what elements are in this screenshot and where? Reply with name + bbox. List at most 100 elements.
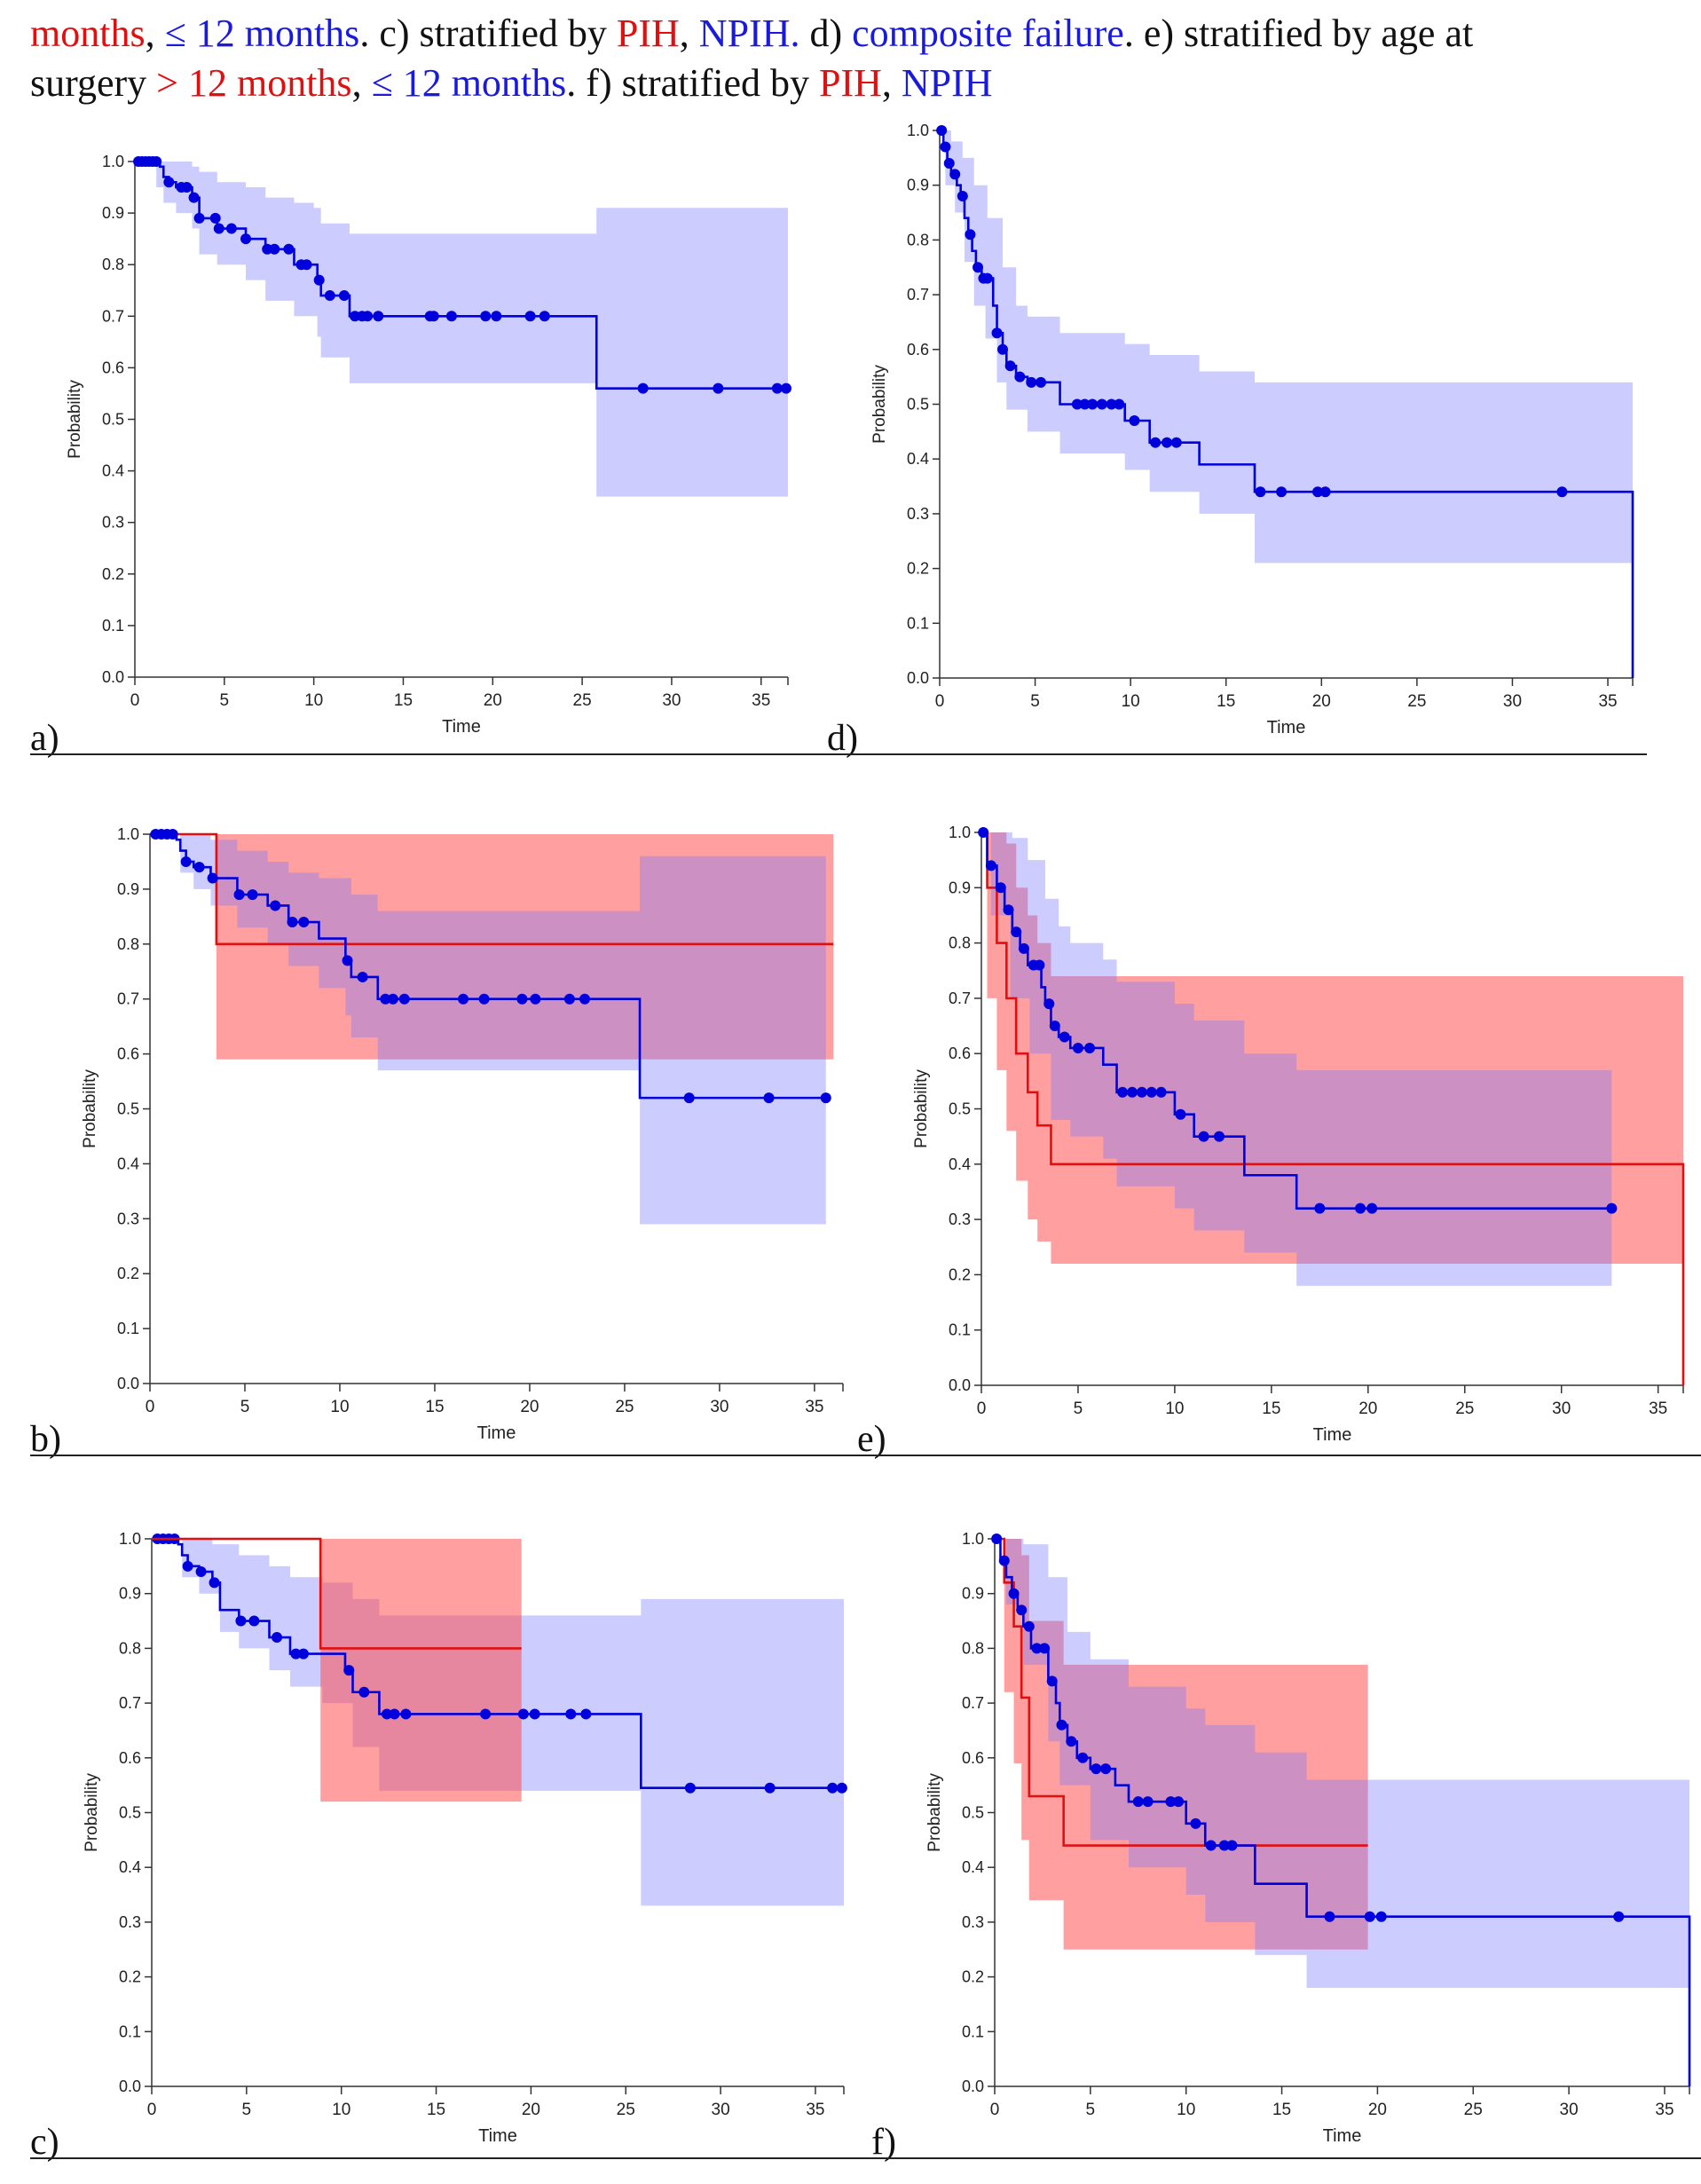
- blue-censor-mark: [313, 274, 325, 286]
- blue-censor-mark: [1556, 486, 1568, 498]
- x-tick-label: 35: [1649, 1399, 1667, 1418]
- blue-censor-mark: [995, 882, 1006, 894]
- red-confidence-band: [995, 1539, 1368, 1950]
- x-tick-label: 15: [427, 2101, 445, 2119]
- red-confidence-band: [981, 832, 1683, 1264]
- km-plot-f: 0.0 0.1 0.2 0.3 0.4 0.5 0.6 0.7 0.8 0.9 1.0 0 5 10 15 2…: [925, 1530, 1691, 2146]
- y-tick-label: 0.2: [117, 1265, 139, 1282]
- blue-censor-mark: [1126, 1086, 1138, 1098]
- figure-caption-line-1: months, ≤ 12 months. c) stratified by PI…: [30, 9, 1473, 59]
- blue-censor-mark: [247, 889, 258, 901]
- blue-censor-mark: [1049, 1021, 1060, 1032]
- x-tick-label: 10: [1177, 2101, 1195, 2119]
- blue-censor-mark: [998, 1555, 1010, 1566]
- y-tick-label: 0.4: [949, 1155, 971, 1173]
- blue-censor-mark: [373, 311, 384, 322]
- x-tick-label: 0: [977, 1399, 987, 1418]
- y-tick-label: 0.9: [949, 879, 971, 896]
- blue-censor-mark: [1117, 1086, 1129, 1098]
- blue-censor-mark: [290, 1648, 302, 1660]
- blue-censor-mark: [1324, 1911, 1335, 1922]
- y-tick-label: 0.8: [962, 1639, 984, 1657]
- blue-censor-mark: [1084, 1042, 1096, 1053]
- x-tick-label: 10: [330, 1398, 349, 1416]
- blue-censor-mark: [529, 1708, 540, 1720]
- blue-censor-mark: [524, 311, 536, 322]
- blue-censor-mark: [1613, 1911, 1625, 1922]
- panel-label-c: c): [30, 2122, 59, 2163]
- blue-censor-mark: [193, 862, 205, 873]
- red-confidence-band: [152, 1539, 522, 1802]
- blue-censor-mark: [1018, 942, 1029, 954]
- y-tick-label: 1.0: [119, 1530, 141, 1548]
- caption-segment: ,: [679, 12, 699, 55]
- blue-censor-mark: [269, 243, 280, 255]
- y-tick-label: 0.6: [907, 341, 929, 359]
- x-tick-label: 25: [1407, 692, 1426, 711]
- y-tick-label: 0.6: [949, 1045, 971, 1062]
- x-tick-label: 30: [1503, 692, 1522, 711]
- blue-confidence-band: [940, 130, 1633, 564]
- blue-censor-mark: [516, 993, 528, 1005]
- y-tick-label: 0.5: [102, 411, 124, 429]
- blue-censor-mark: [1087, 398, 1099, 410]
- blue-censor-mark: [1066, 1736, 1077, 1747]
- panel-label-f: f): [871, 2122, 896, 2163]
- blue-censor-mark: [1198, 1131, 1209, 1142]
- blue-censor-mark: [1165, 1796, 1177, 1808]
- y-tick-label: 0.8: [907, 231, 929, 248]
- y-tick-label: 0.2: [102, 565, 124, 583]
- y-tick-label: 0.8: [119, 1639, 141, 1657]
- blue-censor-mark: [163, 177, 175, 188]
- plot-area: 0.0 0.1 0.2 0.3 0.4 0.5 0.6 0.7 0.8 0.9 1.0 0 5 10 15 2…: [925, 1530, 1691, 2146]
- y-tick-label: 0.1: [117, 1320, 139, 1337]
- caption-segment: . e) stratified by age at: [1123, 12, 1474, 55]
- blue-censor-mark: [973, 262, 984, 273]
- blue-censor-mark: [181, 182, 193, 193]
- x-tick-label: 10: [1122, 692, 1140, 711]
- blue-censor-mark: [764, 1782, 776, 1794]
- y-tick-label: 0.9: [962, 1585, 984, 1603]
- y-tick-label: 0.1: [907, 614, 929, 632]
- x-tick-label: 20: [1312, 692, 1331, 711]
- y-tick-label: 0.7: [962, 1694, 984, 1712]
- km-plot-e: 0.0 0.1 0.2 0.3 0.4 0.5 0.6 0.7 0.8 0.9 1.0 0 5 10 15 2…: [912, 824, 1685, 1445]
- blue-censor-mark: [225, 223, 237, 234]
- blue-censor-mark: [1016, 1604, 1028, 1616]
- blue-censor-mark: [188, 192, 200, 203]
- panel-label-a: a): [30, 718, 59, 759]
- y-tick-label: 0.1: [949, 1321, 971, 1339]
- blue-censor-mark: [1150, 437, 1162, 448]
- y-tick-label: 0.4: [119, 1858, 141, 1876]
- blue-censor-mark: [1366, 1202, 1378, 1214]
- blue-censor-mark: [1218, 1840, 1230, 1851]
- blue-censor-mark: [949, 169, 961, 180]
- blue-censor-mark: [1011, 926, 1022, 938]
- panel-label-e: e): [857, 1419, 886, 1460]
- blue-censor-mark: [1606, 1202, 1618, 1214]
- x-tick-label: 35: [1655, 2101, 1673, 2119]
- blue-censor-mark: [362, 311, 374, 322]
- y-axis-label: Probability: [66, 380, 84, 459]
- red-confidence-band: [150, 834, 834, 1060]
- blue-censor-mark: [1173, 1796, 1185, 1808]
- blue-censor-mark: [713, 382, 724, 394]
- blue-censor-mark: [1142, 1796, 1154, 1808]
- blue-confidence-band: [135, 162, 788, 497]
- y-tick-label: 0.0: [962, 2078, 984, 2095]
- y-tick-label: 0.1: [962, 2022, 984, 2040]
- x-tick-label: 10: [1165, 1399, 1184, 1418]
- x-tick-label: 5: [220, 691, 230, 710]
- blue-censor-mark: [180, 855, 192, 867]
- blue-censor-mark: [1276, 486, 1288, 498]
- blue-censor-mark: [1026, 376, 1037, 388]
- red-survival-curve: [995, 1537, 1368, 1847]
- blue-censor-mark: [1129, 415, 1140, 427]
- y-tick-label: 0.9: [907, 177, 929, 194]
- blue-censor-mark: [1312, 486, 1323, 498]
- y-tick-label: 0.1: [119, 2022, 141, 2040]
- blue-censor-mark: [1132, 1796, 1144, 1808]
- x-tick-label: 20: [1368, 2101, 1387, 2119]
- blue-censor-mark: [1314, 1202, 1326, 1214]
- blue-censor-mark: [836, 1782, 847, 1794]
